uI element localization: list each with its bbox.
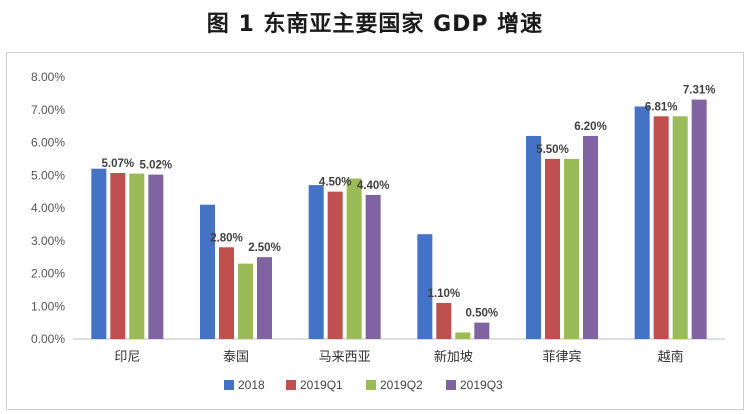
bar — [653, 116, 669, 339]
y-tick-label: 4.00% — [31, 201, 65, 215]
y-tick-label: 6.00% — [31, 136, 65, 150]
x-tick-label: 菲律宾 — [542, 349, 581, 365]
y-tick-label: 7.00% — [31, 103, 65, 117]
data-label: 6.81% — [645, 101, 678, 113]
legend-label: 2019Q1 — [300, 378, 343, 392]
bar — [526, 135, 541, 339]
bar — [455, 332, 471, 339]
y-tick-label: 8.00% — [31, 70, 65, 84]
bar — [327, 191, 343, 339]
chart-panel: 0.00% 1.00% 2.00% 3.00% 4.00% 5.00% 6.00% 7.00%… — [6, 52, 744, 410]
bar — [436, 302, 452, 339]
bar — [308, 185, 324, 339]
data-label: 5.50% — [536, 144, 569, 156]
data-label: 5.07% — [102, 158, 135, 170]
x-tick-label: 泰国 — [223, 350, 249, 365]
bar — [545, 158, 560, 339]
data-label: 1.10% — [428, 288, 461, 300]
bar-chart: 0.00% 1.00% 2.00% 3.00% 4.00% 5.00% 6.00% 7.00%… — [31, 70, 725, 392]
bar — [200, 204, 215, 339]
bar — [417, 234, 433, 339]
y-tick-label: 2.00% — [31, 267, 65, 281]
y-tick-label: 3.00% — [31, 234, 65, 248]
bar — [691, 99, 707, 339]
bar — [672, 116, 688, 339]
legend-swatch — [366, 380, 376, 390]
chart-title: 图 1 东南亚主要国家 GDP 增速 — [206, 12, 544, 37]
bar — [346, 178, 362, 339]
x-tick-label: 越南 — [658, 349, 684, 365]
bar — [238, 263, 253, 339]
data-label: 2.80% — [210, 232, 243, 244]
legend-label: 2019Q2 — [380, 378, 423, 392]
bar — [91, 168, 107, 339]
data-label: 4.40% — [357, 180, 390, 192]
y-tick-label: 5.00% — [31, 168, 65, 182]
bar — [474, 322, 490, 339]
x-tick-label: 马来西亚 — [319, 350, 371, 365]
bar — [583, 135, 598, 339]
legend-swatch — [224, 380, 234, 390]
legend-swatch — [446, 380, 456, 390]
data-label: 6.20% — [574, 121, 607, 133]
x-tick-label: 印尼 — [114, 350, 140, 365]
data-label: 4.50% — [319, 177, 352, 189]
bar — [634, 106, 650, 339]
bar — [365, 194, 381, 339]
data-label: 7.31% — [683, 85, 716, 97]
bar — [219, 247, 234, 339]
data-label: 0.50% — [466, 308, 499, 320]
legend-swatch — [286, 380, 296, 390]
y-tick-label: 1.00% — [31, 299, 65, 313]
bar — [110, 172, 126, 339]
bar — [564, 158, 579, 339]
bar — [148, 174, 164, 339]
legend-label: 2018 — [238, 378, 265, 392]
data-label: 2.50% — [248, 242, 281, 254]
legend-label: 2019Q3 — [460, 378, 503, 392]
data-label: 5.02% — [140, 160, 173, 172]
bar — [257, 257, 272, 339]
x-tick-label: 新加坡 — [434, 349, 473, 365]
y-tick-label: 0.00% — [31, 332, 65, 346]
bar — [129, 173, 145, 339]
